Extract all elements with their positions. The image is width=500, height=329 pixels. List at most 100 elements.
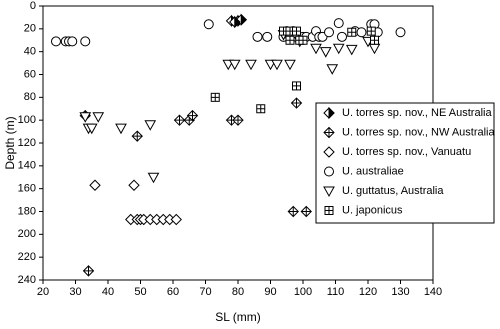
y-tick-label: 180: [18, 205, 36, 217]
point: [131, 130, 143, 142]
point: [67, 36, 78, 47]
point-part: [147, 172, 160, 184]
point: [228, 59, 241, 71]
point-part: [333, 18, 344, 29]
legend-marker: [323, 106, 335, 120]
x-tick-label: 50: [134, 286, 146, 298]
point-part: [367, 27, 376, 36]
x-tick-label: 80: [232, 286, 244, 298]
legend-marker-part: [324, 127, 334, 138]
y-tick-label: 120: [18, 137, 36, 149]
point-part: [286, 36, 294, 45]
legend-label: U. torres sp. nov., NW Australia: [342, 126, 496, 138]
point-part: [370, 36, 379, 45]
point: [173, 114, 186, 126]
legend-marker-part: [325, 206, 333, 215]
point-part: [234, 15, 241, 29]
point: [285, 35, 295, 45]
point: [366, 26, 376, 36]
point: [128, 179, 140, 191]
point-part: [291, 98, 302, 109]
legend-marker-part: [323, 186, 335, 198]
marks: [51, 13, 406, 277]
point-part: [89, 179, 101, 191]
point-part: [310, 43, 322, 55]
point-part: [79, 112, 92, 123]
point-part: [292, 27, 301, 36]
point-part: [256, 104, 265, 113]
point: [82, 265, 95, 277]
point-part: [92, 112, 105, 123]
legend-box: [315, 102, 495, 224]
point: [326, 64, 339, 75]
point-part: [337, 31, 347, 42]
y-tick-label: 200: [18, 228, 36, 240]
point: [287, 205, 299, 218]
y-tick-label: 0: [30, 0, 36, 12]
point-part: [356, 27, 367, 38]
point-part: [271, 59, 283, 71]
y-tick-label: 100: [18, 114, 36, 126]
point-part: [319, 47, 332, 58]
legend-marker-part: [328, 106, 335, 120]
point-part: [144, 120, 157, 131]
point-part: [288, 206, 299, 217]
point-part: [262, 31, 273, 42]
x-tick-label: 20: [37, 286, 49, 298]
point-part: [51, 36, 61, 47]
y-tick-label: 80: [24, 91, 36, 103]
point: [92, 112, 105, 123]
legend-marker: [323, 126, 335, 139]
point-part: [326, 64, 339, 75]
y-axis-title: Depth (m): [3, 116, 17, 169]
point-part: [128, 179, 140, 191]
point: [271, 59, 283, 71]
x-tick-label: 40: [102, 286, 114, 298]
legend-marker-part: [323, 146, 335, 158]
y-tick-label: 20: [24, 23, 36, 35]
point-part: [368, 43, 381, 55]
point: [144, 120, 157, 131]
point-part: [245, 59, 257, 71]
x-tick-label: 30: [69, 286, 81, 298]
point: [85, 123, 98, 135]
point: [89, 179, 101, 191]
legend-label: U. torres sp. nov., Vanuatu: [342, 146, 471, 158]
point: [245, 59, 257, 71]
point: [262, 31, 273, 42]
point: [80, 36, 91, 47]
point: [370, 35, 379, 45]
point-part: [395, 27, 406, 38]
x-tick-label: 70: [199, 286, 211, 298]
point-part: [228, 59, 241, 71]
point: [324, 27, 334, 38]
point: [235, 13, 247, 26]
point-part: [252, 31, 263, 42]
x-tick-label: 100: [294, 286, 312, 298]
point: [300, 205, 312, 218]
point-part: [233, 115, 243, 126]
x-tick-label: 60: [167, 286, 179, 298]
point: [319, 47, 332, 58]
point: [333, 18, 344, 29]
point: [284, 59, 296, 71]
point: [256, 104, 266, 114]
point: [203, 19, 214, 30]
x-tick-label: 120: [359, 286, 377, 298]
point: [298, 35, 308, 45]
x-tick-label: 130: [391, 286, 409, 298]
point: [51, 36, 61, 47]
y-tick-label: 140: [18, 160, 36, 172]
point: [252, 31, 263, 42]
point: [186, 109, 199, 122]
legend-label: U. guttatus, Australia: [342, 185, 444, 197]
legend-marker: [324, 166, 334, 177]
y-tick-label: 40: [24, 46, 36, 58]
legend-marker-part: [324, 166, 334, 177]
point-part: [115, 123, 127, 135]
point: [292, 26, 301, 36]
point: [79, 112, 92, 123]
point-part: [67, 36, 78, 47]
point: [345, 44, 358, 56]
